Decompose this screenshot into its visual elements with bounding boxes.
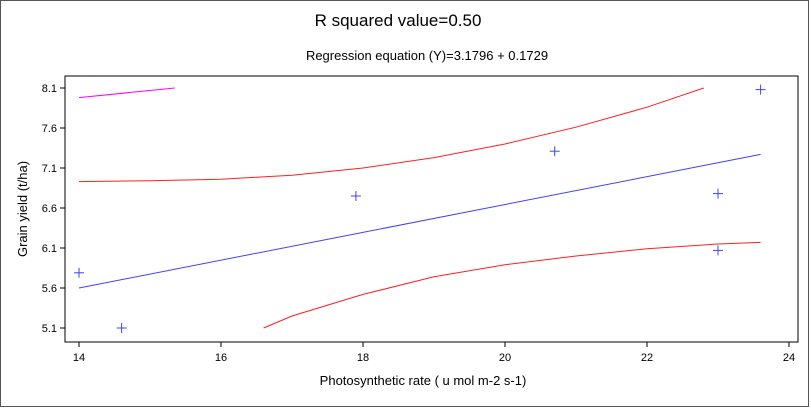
fit-lines: [78, 87, 761, 329]
data-points: [74, 84, 766, 333]
data-point: [713, 245, 723, 256]
data-point: [755, 84, 766, 95]
plot-area: [64, 75, 799, 343]
x-tick-label: 18: [357, 352, 369, 364]
data-point: [74, 267, 84, 278]
data-point: [549, 146, 560, 157]
regression-line: [78, 153, 761, 289]
upper-confidence-band: [78, 87, 704, 183]
lower-confidence-band: [263, 241, 761, 329]
data-point: [116, 323, 127, 333]
y-axis-label: Grain yield (t/ha): [15, 161, 30, 257]
data-point: [713, 188, 723, 199]
chart-title: R squared value=0.50: [315, 11, 482, 30]
y-tick-label: 5.1: [42, 323, 57, 335]
y-tick-label: 8.1: [42, 83, 57, 95]
y-tick-label: 7.6: [42, 123, 57, 135]
x-tick-label: 20: [499, 352, 511, 364]
x-tick-label: 24: [783, 352, 795, 364]
y-axis: 5.1 5.6 6.1 6.6 7.1 7.6 8.1: [42, 83, 65, 335]
chart-subtitle: Regression equation (Y)=3.1796 + 0.1729: [306, 48, 548, 63]
x-axis: 14 16 18 20 22 24: [73, 342, 795, 364]
data-point: [350, 191, 361, 201]
x-tick-label: 16: [215, 352, 227, 364]
y-tick-label: 6.6: [42, 203, 57, 215]
y-tick-label: 6.1: [42, 243, 57, 255]
y-tick-label: 5.6: [42, 283, 57, 295]
magenta-line: [78, 87, 175, 99]
x-tick-label: 14: [73, 352, 85, 364]
y-tick-label: 7.1: [42, 163, 57, 175]
x-tick-label: 22: [641, 352, 653, 364]
x-axis-label: Photosynthetic rate ( u mol m-2 s-1): [320, 373, 527, 388]
